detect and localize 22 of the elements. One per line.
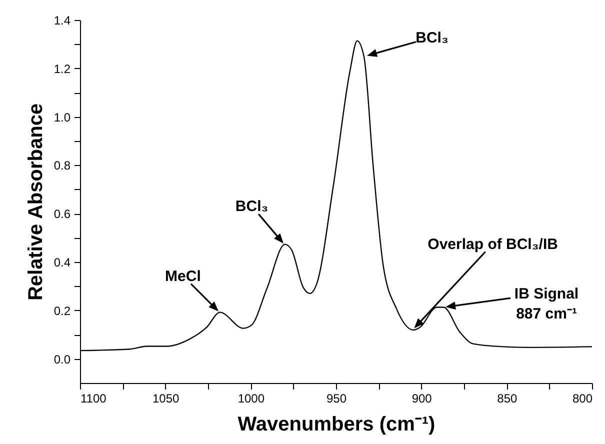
x-axis-title: Wavenumbers (cm⁻¹) bbox=[238, 414, 436, 436]
annotation: BCl₃ bbox=[235, 198, 268, 216]
x-tick-label: 850 bbox=[497, 392, 518, 406]
annotation: IB Signal 887 cm⁻¹ bbox=[514, 285, 579, 322]
x-tick-label: 900 bbox=[412, 392, 432, 406]
annotation: MeCl bbox=[165, 268, 201, 285]
x-tick-label: 1000 bbox=[238, 392, 265, 406]
y-tick-label: 1.4 bbox=[54, 14, 71, 28]
y-tick-label: 1.0 bbox=[54, 110, 71, 124]
x-tick-label: 950 bbox=[326, 392, 347, 406]
y-axis-title: Relative Absorbance bbox=[24, 103, 47, 301]
y-tick-label: 1.2 bbox=[54, 62, 71, 76]
y-tick-label: 0.8 bbox=[54, 158, 71, 173]
y-tick-label: 0.2 bbox=[54, 304, 71, 318]
x-tick-label: 800 bbox=[572, 392, 593, 406]
y-tick-label: 0.0 bbox=[54, 352, 71, 366]
x-tick-label: 1100 bbox=[80, 392, 107, 406]
x-tick-label: 1050 bbox=[152, 392, 180, 406]
y-tick-label: 0.4 bbox=[54, 256, 71, 270]
annotation: BCl₃ bbox=[416, 29, 448, 46]
annotation: Overlap of BCl₃/IB bbox=[428, 236, 558, 253]
y-tick-label: 0.6 bbox=[54, 207, 71, 222]
